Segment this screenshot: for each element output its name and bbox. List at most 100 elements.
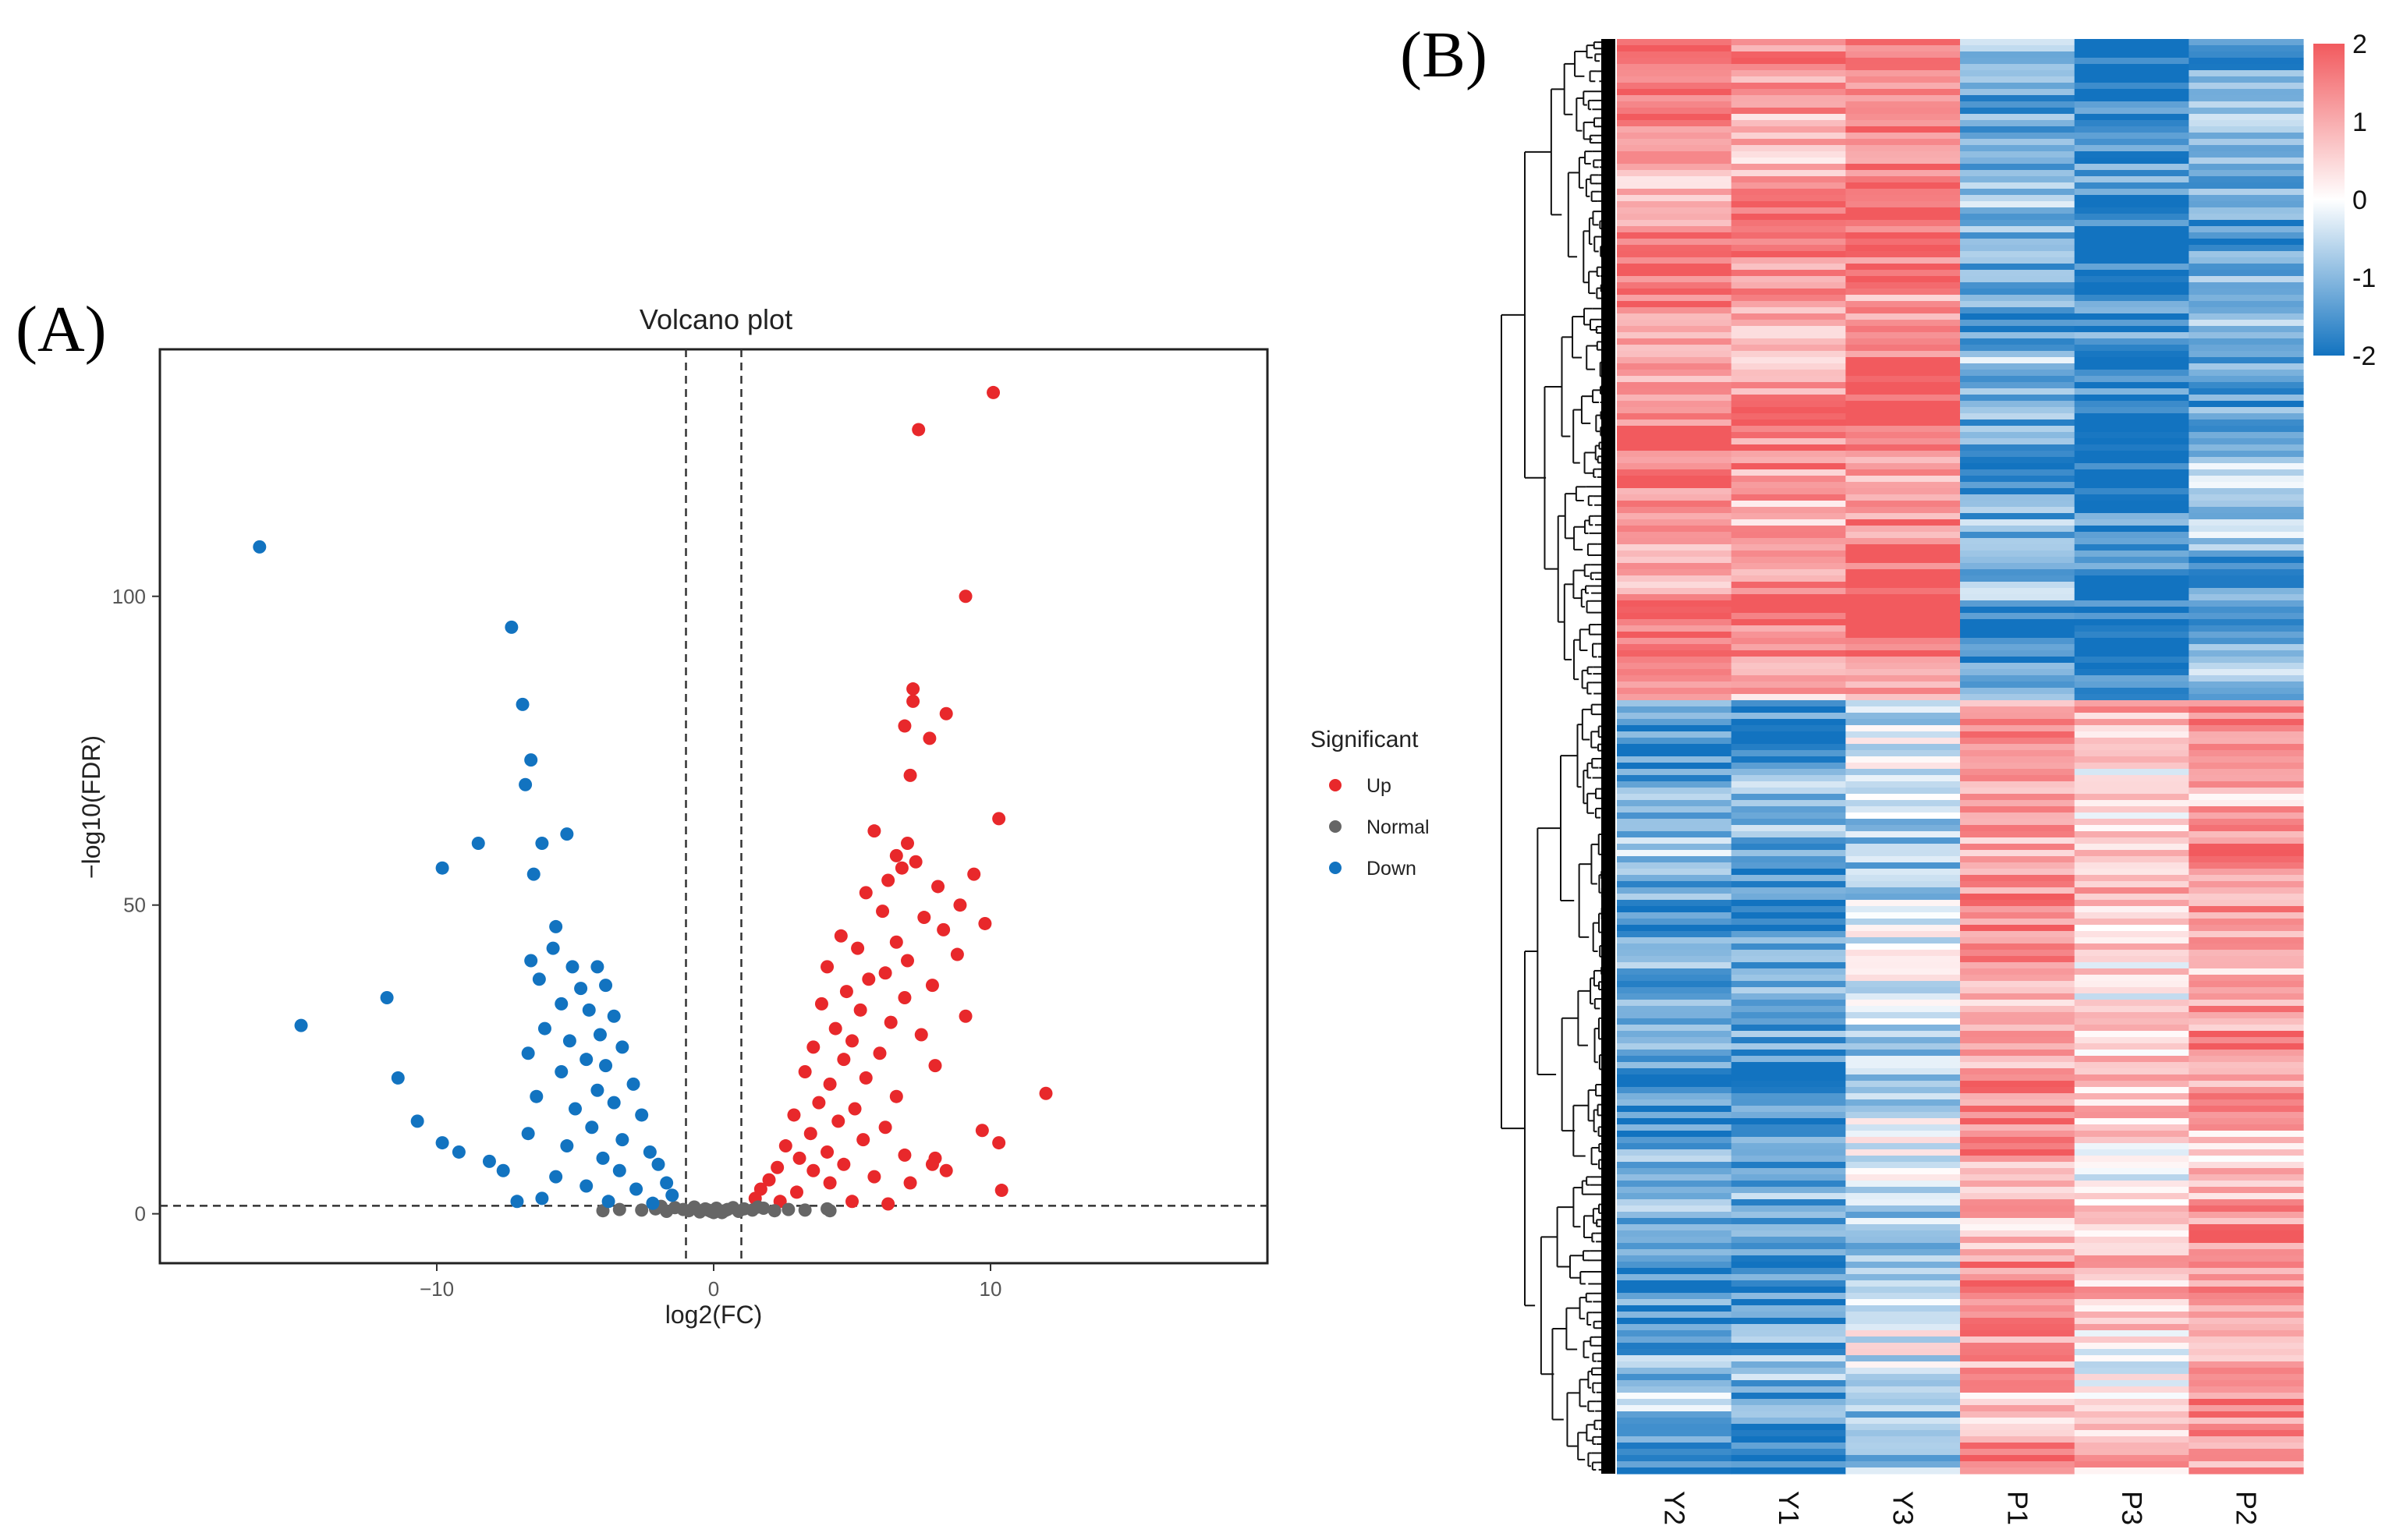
heatmap-cell [1960,101,2075,108]
heatmap-cell [2189,1368,2304,1375]
down-point [526,867,541,881]
heatmap-cell [1617,239,1732,246]
heatmap-cell [1960,1093,2075,1100]
heatmap-cell [1845,376,1961,383]
heatmap-cell [1617,457,1732,464]
heatmap-cell [2189,1262,2304,1269]
heatmap-cell [1617,1056,1732,1063]
colorbar-tick-label: -1 [2352,264,2376,293]
heatmap-cell [1960,713,2075,720]
heatmap-cell [1731,906,1846,913]
heatmap-cell [1845,145,1961,152]
heatmap-cell [1617,1443,1732,1450]
heatmap-cell [1960,164,2075,171]
heatmap-cell [1731,501,1846,508]
heatmap-cell [1960,700,2075,707]
heatmap-cell [1617,151,1732,158]
heatmap-cell [2074,600,2189,607]
heatmap-cell [1845,1237,1961,1244]
heatmap-cell [2189,862,2304,869]
heatmap-cell [2189,968,2304,975]
heatmap-cell [1617,906,1732,913]
heatmap-cell [1617,1255,1732,1262]
heatmap-cell [1845,1068,1961,1075]
heatmap-cell [1731,619,1846,626]
heatmap-cell [1960,494,2075,501]
heatmap-cell [2189,1336,2304,1344]
heatmap-cell [2189,95,2304,102]
heatmap-cell [1731,370,1846,377]
heatmap-cell [1731,1237,1846,1244]
heatmap-cell [1617,494,1732,501]
heatmap-cell [2074,1243,2189,1250]
heatmap-cell [1731,1368,1846,1375]
heatmap-cell [2189,426,2304,433]
heatmap-cell [2189,83,2304,90]
heatmap-cell [1617,1193,1732,1200]
heatmap-cell [1960,1230,2075,1237]
heatmap-cell [2074,706,2189,713]
heatmap-cell [1960,812,2075,820]
heatmap-cell [2074,719,2189,726]
heatmap-cell [2074,1205,2189,1213]
down-point [665,1188,679,1202]
heatmap-cell [1960,781,2075,788]
heatmap-cell [1960,675,2075,682]
heatmap-cell [2074,781,2189,788]
heatmap-cell [1845,494,1961,501]
heatmap-cell [2189,819,2304,826]
heatmap-cell [2189,1181,2304,1188]
heatmap-cell [2189,388,2304,395]
heatmap-cell [2189,182,2304,189]
heatmap-cell [2074,295,2189,302]
heatmap-cell [2189,488,2304,495]
heatmap-cell [1960,594,2075,601]
heatmap-cell [1960,1324,2075,1331]
heatmap-cell [2074,1249,2189,1256]
heatmap-cell [1731,1386,1846,1393]
down-point [660,1176,674,1190]
heatmap-cell [2074,1280,2189,1287]
heatmap-cell [1960,837,2075,844]
heatmap-cell [2074,644,2189,651]
heatmap-cell [1617,937,1732,944]
heatmap-cell [1731,395,1846,402]
heatmap-cell [2189,719,2304,726]
heatmap-cell [1845,831,1961,838]
heatmap-cell [2074,232,2189,239]
heatmap-cell [1731,1343,1846,1350]
heatmap-cell [2074,769,2189,776]
heatmap-cell [1845,538,1961,545]
heatmap-cell [2189,151,2304,158]
heatmap-cell [2189,875,2304,882]
heatmap-cell [2189,1212,2304,1219]
up-point [873,1046,887,1060]
heatmap-cell [2074,170,2189,177]
down-point [590,1083,604,1097]
heatmap-cell [2074,981,2189,988]
heatmap-cell [1960,351,2075,358]
heatmap-cell [2189,837,2304,844]
colorbar-tick-label: 1 [2352,108,2367,137]
heatmap-cell [1617,993,1732,1000]
down-point [549,1170,563,1184]
heatmap-cell [1960,270,2075,277]
heatmap-cell [2189,756,2304,763]
heatmap-cell [1960,725,2075,732]
heatmap-cell [1845,476,1961,483]
heatmap-cell [2074,457,2189,464]
heatmap-cell [1845,575,1961,582]
down-point [530,1089,544,1103]
volcano-plot-area [158,348,1269,1265]
heatmap-cell [1731,519,1846,526]
down-point [629,1182,643,1196]
heatmap-cell [1731,426,1846,433]
heatmap-cell [1845,1393,1961,1400]
heatmap-cell [1960,544,2075,551]
heatmap-cell [1960,201,2075,208]
heatmap-cell [2074,775,2189,782]
heatmap-cell [1845,395,1961,402]
up-point [862,972,876,986]
heatmap-cell [1845,1305,1961,1312]
heatmap-cell [1617,1287,1732,1294]
